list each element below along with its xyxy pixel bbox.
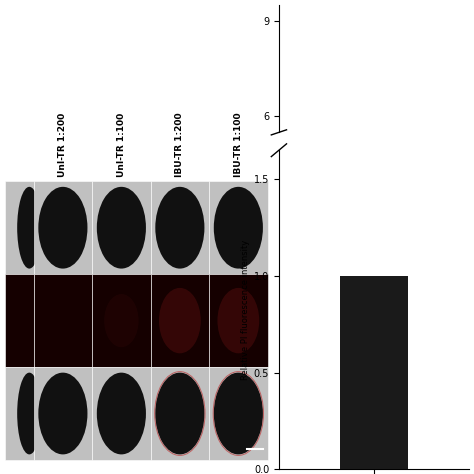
Bar <box>340 276 408 469</box>
Ellipse shape <box>159 288 201 353</box>
Bar <box>92 367 151 460</box>
Ellipse shape <box>104 294 138 347</box>
Bar <box>92 274 151 367</box>
Y-axis label: Relative PI fluorescence intensity: Relative PI fluorescence intensity <box>241 240 250 380</box>
Bar <box>151 367 209 460</box>
Ellipse shape <box>38 187 88 269</box>
Bar <box>151 274 209 367</box>
Bar <box>151 181 209 274</box>
Bar <box>92 181 151 274</box>
Text: UnI-TR 1:200: UnI-TR 1:200 <box>58 112 67 177</box>
Ellipse shape <box>97 187 146 269</box>
Bar <box>34 181 92 274</box>
Bar <box>34 274 92 367</box>
Ellipse shape <box>155 373 204 455</box>
Text: UnI-TR 1:100: UnI-TR 1:100 <box>117 112 126 177</box>
Ellipse shape <box>17 187 41 269</box>
Bar <box>209 367 268 460</box>
Text: IBU-TR 1:100: IBU-TR 1:100 <box>234 112 243 177</box>
Bar <box>34 367 92 460</box>
Bar <box>209 181 268 274</box>
Bar <box>5 274 34 367</box>
Text: IBU-TR 1:200: IBU-TR 1:200 <box>175 112 184 177</box>
Bar <box>5 367 34 460</box>
Ellipse shape <box>214 373 263 455</box>
Bar <box>209 274 268 367</box>
Ellipse shape <box>17 373 41 455</box>
Ellipse shape <box>38 373 88 455</box>
Ellipse shape <box>155 187 204 269</box>
Ellipse shape <box>97 373 146 455</box>
Bar <box>5 181 34 274</box>
Ellipse shape <box>218 288 259 353</box>
Ellipse shape <box>214 187 263 269</box>
